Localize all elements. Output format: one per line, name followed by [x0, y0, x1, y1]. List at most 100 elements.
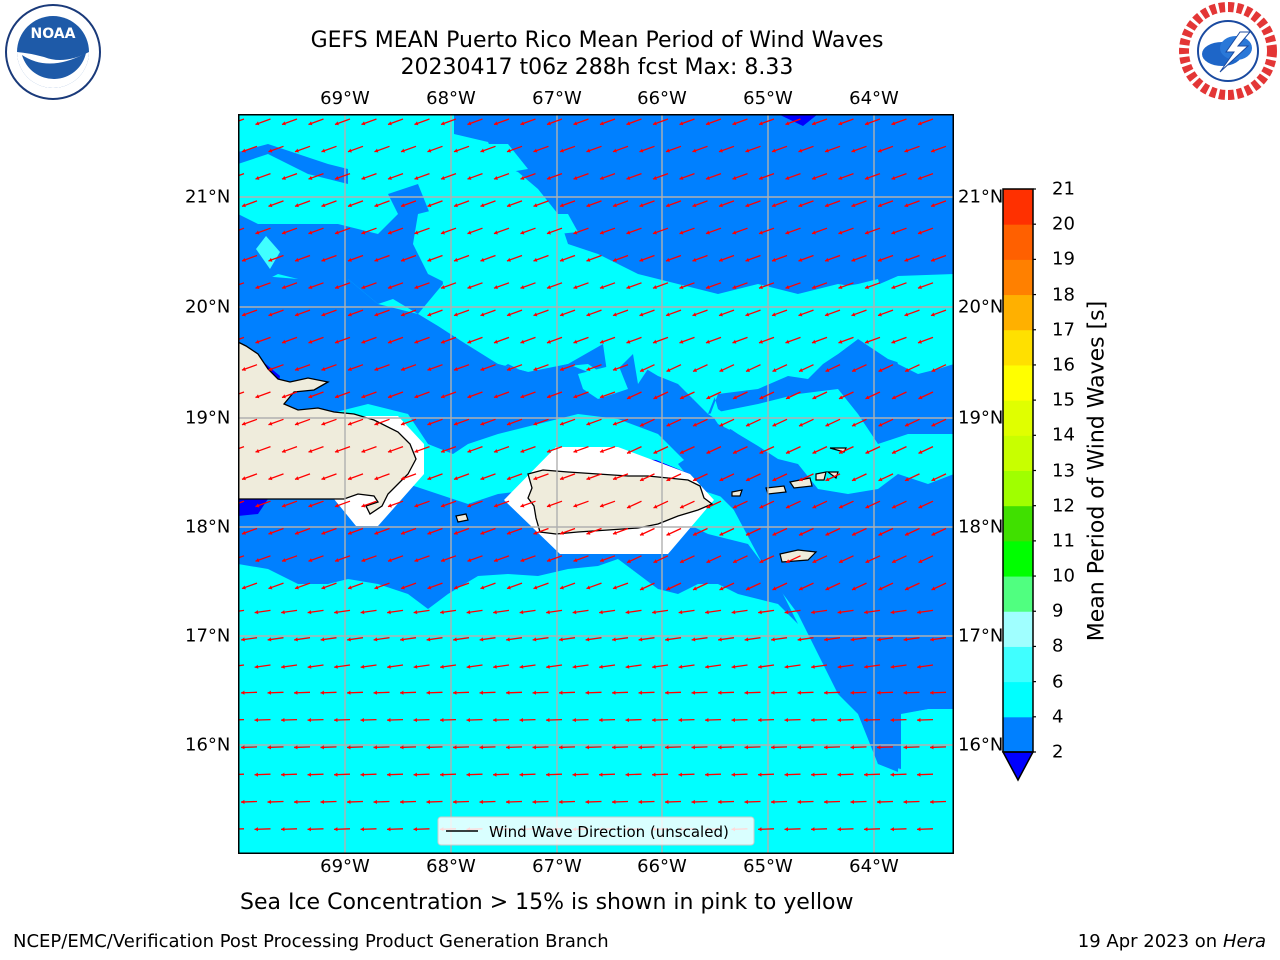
wind-arrow-head	[347, 690, 351, 695]
wind-arrow-head	[811, 121, 816, 126]
wind-arrow-head	[811, 610, 815, 615]
wind-arrow-head	[904, 477, 909, 482]
wind-arrow-head	[759, 559, 764, 563]
wind-arrow-head	[373, 799, 378, 804]
wind-arrow-head	[758, 610, 762, 615]
colorbar-label-8: 13	[1052, 460, 1075, 481]
footer-branch: NCEP/EMC/Verification Post Processing Pr…	[13, 931, 609, 952]
wind-arrow-head	[745, 257, 750, 262]
wind-arrow-head	[466, 717, 471, 723]
wind-arrow-head	[903, 637, 908, 642]
wind-arrow-head	[732, 121, 737, 126]
colorbar-segment-4	[1003, 576, 1033, 612]
wind-arrow-head	[480, 148, 485, 153]
wind-arrow-head	[520, 503, 525, 508]
wind-arrow-head	[255, 175, 260, 180]
colorbar-label-16: 21	[1052, 178, 1075, 200]
lat-label-left-0: 21°N	[185, 186, 231, 208]
wind-arrow-head	[798, 203, 803, 208]
wind-arrow-head	[480, 585, 485, 590]
colorbar-segment-9	[1003, 400, 1033, 436]
wind-arrow-head	[334, 230, 339, 235]
wind-arrow-head	[890, 717, 895, 723]
wind-arrow-head	[718, 148, 723, 153]
wind-arrow-head	[546, 339, 551, 344]
wind-arrow-head	[599, 121, 604, 126]
wind-arrow-head	[825, 531, 830, 536]
wind-arrow-head	[691, 799, 696, 804]
wind-arrow-head	[453, 690, 457, 695]
wind-arrow-head	[268, 585, 273, 590]
wind-arrow-head	[361, 230, 366, 235]
wind-arrow-head	[930, 312, 935, 317]
wind-arrow-head	[797, 637, 802, 642]
wind-arrow-head	[414, 558, 419, 563]
wind-arrow-head	[520, 448, 525, 453]
wind-arrow-head	[850, 690, 855, 695]
wind-arrow-head	[520, 339, 525, 344]
wind-arrow-head	[479, 690, 484, 695]
colorbar-label-14: 19	[1052, 248, 1075, 270]
wind-arrow-head	[413, 717, 418, 723]
wind-arrow-head	[811, 339, 816, 344]
wind-arrow-head	[612, 203, 617, 208]
wind-arrow-head	[612, 367, 617, 371]
wind-arrow-head	[771, 312, 776, 317]
wind-arrow-head	[573, 230, 578, 235]
wind-arrow-head	[691, 637, 696, 642]
wind-arrow-head	[308, 558, 313, 563]
wind-arrow-head	[612, 312, 617, 317]
wind-arrow-head	[520, 394, 525, 399]
wind-arrow-head	[413, 664, 418, 669]
wind-arrow-head	[877, 637, 881, 642]
wind-arrow-head	[772, 531, 777, 536]
map-panel: Wind Wave Direction (unscaled)	[238, 114, 954, 854]
wind-arrow-head	[307, 610, 312, 615]
wind-arrow-head	[599, 175, 604, 180]
colorbar-label-15: 20	[1052, 213, 1075, 235]
wind-arrow-head	[639, 422, 644, 427]
wind-arrow-head	[294, 690, 298, 695]
wind-arrow-head	[506, 257, 511, 262]
wind-arrow-head	[586, 312, 591, 317]
wind-arrow-head	[772, 477, 777, 482]
wind-arrow-head	[321, 585, 326, 590]
wind-arrow-head	[546, 175, 551, 180]
wind-arrow-head	[653, 450, 658, 454]
colorbar-segment-1	[1003, 681, 1033, 718]
wind-arrow-head	[653, 395, 658, 400]
wind-arrow-head	[573, 394, 578, 399]
wind-arrow-head	[904, 312, 909, 317]
wind-arrow-head	[520, 285, 525, 290]
wind-arrow-head	[626, 504, 631, 509]
wind-arrow-head	[745, 312, 750, 317]
wind-arrow-head	[559, 367, 564, 371]
wind-arrow-head	[294, 585, 299, 590]
wind-arrow-head	[865, 559, 870, 563]
wind-arrow-head	[706, 450, 711, 454]
wind-arrow-head	[798, 312, 803, 317]
wind-arrow-head	[308, 503, 313, 508]
wind-arrow-head	[784, 664, 789, 669]
wind-arrow-head	[692, 148, 697, 153]
wind-arrow-head	[639, 368, 644, 372]
wind-arrow-head	[891, 175, 896, 180]
wind-arrow-head	[599, 610, 603, 615]
wind-arrow-head	[400, 257, 405, 262]
wind-arrow-head	[255, 285, 260, 290]
wind-arrow-head	[387, 448, 392, 453]
wind-arrow-head	[334, 175, 339, 180]
wind-arrow-head	[877, 799, 881, 804]
wind-arrow-head	[255, 394, 260, 399]
wind-arrow-head	[758, 121, 763, 126]
wind-arrow-head	[665, 148, 670, 153]
wind-arrow-head	[745, 586, 750, 591]
wind-arrow-head	[812, 395, 817, 400]
wind-arrow-head	[480, 421, 485, 426]
wind-arrow-head	[308, 339, 313, 344]
wind-arrow-head	[308, 121, 313, 126]
wind-arrow	[238, 718, 245, 721]
wind-arrow-head	[479, 799, 484, 804]
wind-arrow-head	[586, 476, 591, 481]
wind-arrow-head	[466, 664, 471, 669]
